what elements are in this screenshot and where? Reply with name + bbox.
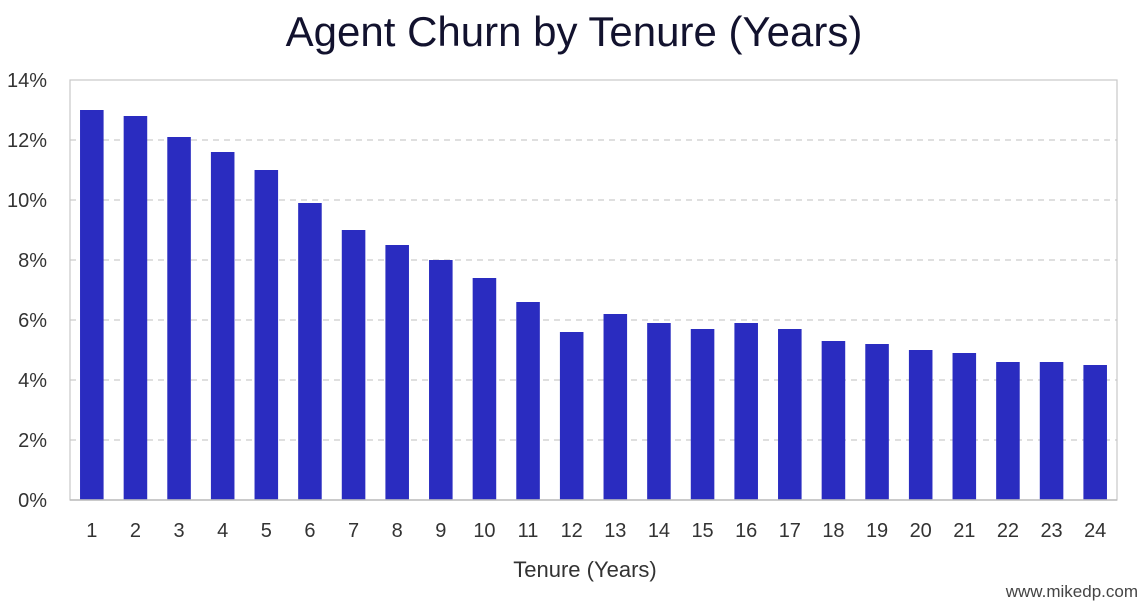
x-tick-label: 3 [174, 520, 185, 542]
x-tick-label: 5 [261, 520, 272, 542]
x-axis-title: Tenure (Years) [513, 557, 656, 582]
x-tick-label: 8 [392, 520, 403, 542]
bar [690, 329, 715, 500]
x-tick-label: 9 [435, 520, 446, 542]
x-tick-label: 10 [473, 520, 495, 542]
y-tick-label: 2% [18, 430, 47, 452]
bar [123, 116, 148, 500]
x-tick-label: 19 [866, 520, 888, 542]
bar [472, 278, 497, 500]
x-tick-label: 18 [822, 520, 844, 542]
bar [603, 314, 628, 500]
bar [865, 344, 889, 500]
y-axis-ticks: 0% 2% 4% 6% 8% 10% 12% 14% [7, 70, 47, 512]
x-tick-label: 13 [604, 520, 626, 542]
bar [429, 260, 453, 500]
x-axis-ticks: 1 2 3 4 5 6 7 8 9 10 11 12 13 14 15 16 17 18 19 20 21 22 23 24 [86, 520, 1106, 542]
bar [254, 170, 279, 500]
x-tick-label: 12 [561, 520, 583, 542]
bar [559, 332, 584, 500]
x-tick-label: 17 [779, 520, 801, 542]
x-tick-label: 23 [1040, 520, 1062, 542]
bar [734, 323, 758, 500]
y-tick-label: 8% [18, 250, 47, 272]
x-tick-label: 24 [1084, 520, 1106, 542]
x-tick-label: 16 [735, 520, 757, 542]
bar [821, 341, 846, 500]
watermark: www.mikedp.com [1005, 582, 1138, 601]
bar [80, 110, 104, 500]
x-tick-label: 7 [348, 520, 359, 542]
bar [516, 302, 540, 500]
y-tick-label: 4% [18, 370, 47, 392]
x-tick-label: 11 [518, 520, 539, 542]
bar [647, 323, 671, 500]
bar [167, 137, 191, 500]
y-tick-label: 0% [18, 490, 47, 512]
bars [80, 110, 1107, 500]
bar [1039, 362, 1064, 500]
plot-frame [69, 79, 1118, 501]
x-tick-label: 2 [130, 520, 141, 542]
bar [908, 350, 933, 500]
bar [1083, 365, 1107, 500]
bar [210, 152, 235, 500]
chart-title: Agent Churn by Tenure (Years) [285, 8, 863, 55]
bar [298, 203, 322, 500]
bar [385, 245, 409, 500]
bar [996, 362, 1020, 500]
x-tick-label: 1 [86, 520, 97, 542]
y-tick-label: 10% [7, 190, 47, 212]
x-tick-label: 21 [953, 520, 975, 542]
bar [341, 230, 366, 500]
bar [778, 329, 802, 500]
bar [952, 353, 977, 500]
x-tick-label: 6 [304, 520, 315, 542]
x-tick-label: 22 [997, 520, 1019, 542]
x-tick-label: 4 [217, 520, 228, 542]
x-tick-label: 14 [648, 520, 670, 542]
y-tick-label: 14% [7, 70, 47, 92]
gridlines [70, 139, 1117, 441]
x-tick-label: 20 [910, 520, 932, 542]
y-tick-label: 12% [7, 130, 47, 152]
x-tick-label: 15 [691, 520, 713, 542]
y-tick-label: 6% [18, 310, 47, 332]
